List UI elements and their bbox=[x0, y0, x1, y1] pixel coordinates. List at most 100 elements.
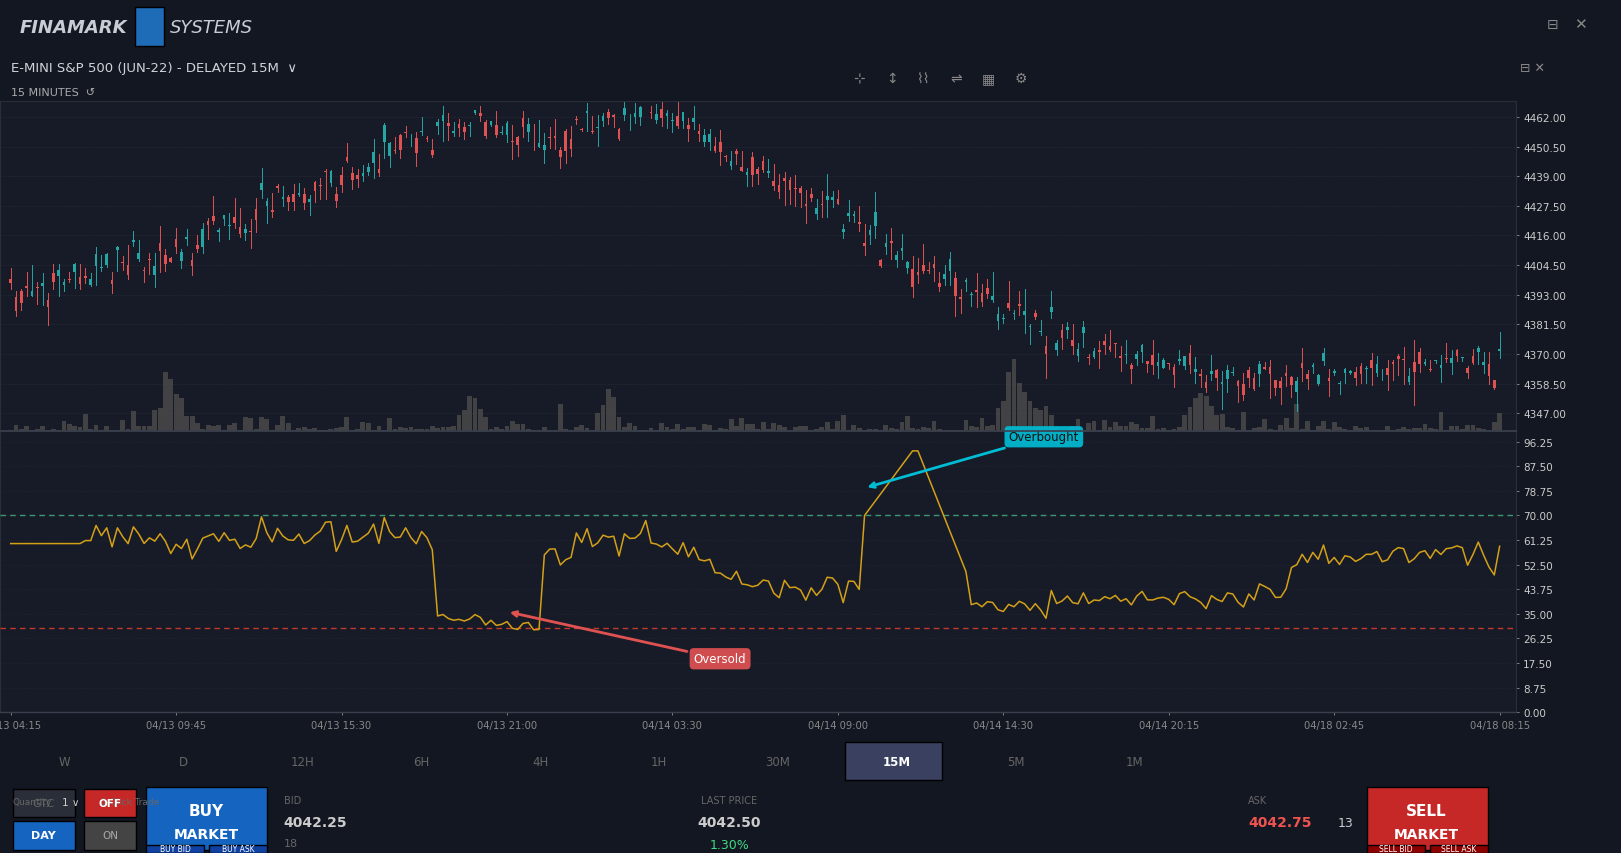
Bar bbox=[1449, 426, 1454, 432]
Bar bbox=[1342, 429, 1347, 432]
Bar bbox=[451, 426, 456, 432]
Bar bbox=[175, 240, 177, 247]
Bar bbox=[73, 264, 76, 273]
Bar bbox=[686, 428, 691, 432]
Bar bbox=[569, 140, 572, 149]
Bar bbox=[841, 229, 845, 233]
Bar bbox=[47, 300, 49, 308]
Text: ▦: ▦ bbox=[982, 72, 995, 86]
Bar bbox=[671, 120, 674, 121]
Bar bbox=[473, 398, 477, 432]
Bar bbox=[318, 431, 323, 432]
Bar bbox=[1470, 425, 1475, 432]
Bar bbox=[1135, 425, 1140, 432]
Bar bbox=[981, 294, 984, 303]
Bar bbox=[366, 168, 370, 173]
Bar bbox=[974, 427, 979, 432]
Bar bbox=[559, 151, 562, 157]
Text: ⌇⌇: ⌇⌇ bbox=[917, 72, 930, 86]
FancyBboxPatch shape bbox=[146, 787, 267, 850]
Bar bbox=[45, 431, 50, 432]
Bar bbox=[389, 143, 391, 156]
Text: ⊟: ⊟ bbox=[1546, 18, 1559, 32]
Bar bbox=[1135, 354, 1138, 359]
Bar bbox=[943, 275, 947, 279]
Text: ON: ON bbox=[102, 830, 118, 839]
FancyBboxPatch shape bbox=[209, 844, 267, 853]
Bar bbox=[1491, 422, 1496, 432]
Bar bbox=[741, 168, 742, 171]
FancyBboxPatch shape bbox=[135, 9, 164, 47]
Bar bbox=[639, 107, 642, 118]
Bar bbox=[1039, 410, 1042, 432]
Bar bbox=[483, 417, 488, 432]
Bar bbox=[841, 415, 846, 432]
Bar bbox=[590, 431, 595, 432]
Text: E-MINI S&P 500 (JUN-22) - DELAYED 15M  ∨: E-MINI S&P 500 (JUN-22) - DELAYED 15M ∨ bbox=[11, 62, 298, 75]
Bar bbox=[212, 217, 216, 222]
Bar bbox=[355, 429, 360, 432]
Bar bbox=[632, 426, 637, 432]
Bar bbox=[89, 279, 92, 286]
Bar bbox=[143, 270, 146, 271]
Text: 6H: 6H bbox=[413, 755, 430, 768]
Bar bbox=[397, 427, 402, 432]
Bar bbox=[357, 177, 358, 180]
Bar bbox=[1219, 414, 1224, 432]
Bar bbox=[872, 429, 877, 432]
Bar bbox=[1391, 363, 1394, 364]
Bar bbox=[564, 132, 567, 152]
Text: ⊟ ✕: ⊟ ✕ bbox=[1520, 61, 1545, 75]
Bar bbox=[1162, 361, 1165, 368]
Bar bbox=[953, 430, 958, 432]
Text: ⊹: ⊹ bbox=[853, 72, 866, 86]
Bar bbox=[485, 123, 486, 137]
Bar bbox=[832, 198, 833, 201]
Text: OFF: OFF bbox=[99, 798, 122, 808]
Bar bbox=[269, 431, 274, 432]
Bar bbox=[1023, 312, 1026, 316]
Bar bbox=[511, 421, 515, 432]
FancyBboxPatch shape bbox=[1430, 844, 1488, 853]
Bar bbox=[31, 292, 34, 296]
Bar bbox=[713, 147, 716, 153]
Bar bbox=[1444, 430, 1449, 432]
Bar bbox=[436, 123, 439, 126]
Bar bbox=[10, 280, 11, 284]
Bar bbox=[1065, 430, 1070, 432]
Bar bbox=[404, 428, 408, 432]
Bar bbox=[1263, 420, 1268, 432]
Bar bbox=[1339, 384, 1341, 385]
Text: ✕: ✕ bbox=[1574, 17, 1587, 32]
Bar bbox=[1144, 429, 1149, 432]
Bar bbox=[788, 430, 793, 432]
Bar bbox=[1209, 407, 1214, 432]
Bar bbox=[1477, 349, 1480, 353]
Bar bbox=[1088, 357, 1089, 359]
Bar bbox=[259, 183, 263, 191]
Bar bbox=[1417, 429, 1422, 432]
Bar bbox=[62, 421, 66, 432]
Bar bbox=[697, 131, 700, 135]
Bar bbox=[909, 428, 914, 432]
Text: 15 MINUTES  ↺: 15 MINUTES ↺ bbox=[11, 88, 96, 98]
Bar bbox=[562, 429, 567, 432]
Bar bbox=[94, 426, 99, 432]
Bar bbox=[772, 423, 776, 432]
Bar bbox=[736, 152, 738, 154]
Bar bbox=[809, 431, 814, 432]
Bar bbox=[1104, 341, 1106, 345]
Bar bbox=[217, 426, 220, 432]
Bar bbox=[190, 417, 195, 432]
Bar bbox=[1200, 374, 1203, 376]
Bar bbox=[201, 229, 204, 248]
Bar bbox=[895, 429, 900, 432]
Bar bbox=[922, 266, 924, 272]
Bar bbox=[901, 249, 903, 252]
Bar bbox=[810, 194, 812, 200]
Bar bbox=[1423, 425, 1428, 432]
Bar bbox=[707, 426, 712, 432]
Bar bbox=[126, 265, 130, 276]
FancyBboxPatch shape bbox=[84, 821, 136, 850]
Bar bbox=[681, 430, 686, 432]
